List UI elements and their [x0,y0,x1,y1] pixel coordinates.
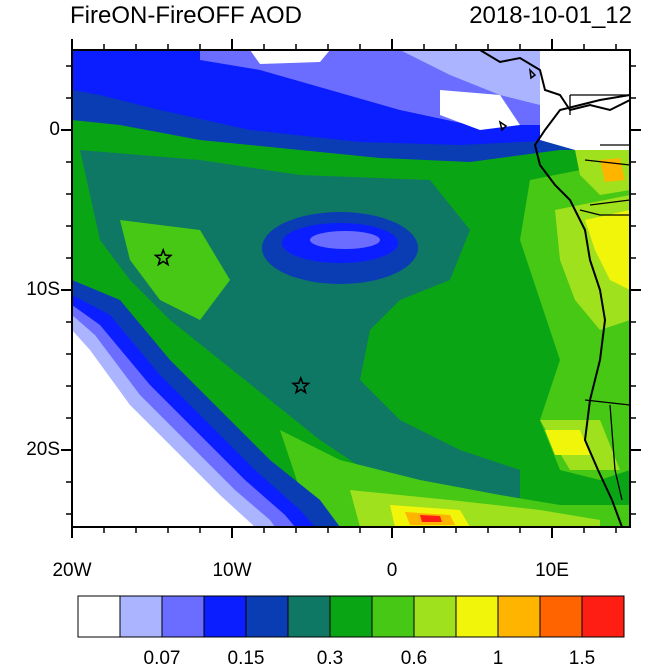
colorbar-swatch [371,595,415,638]
star-markers [153,247,311,395]
colorbar-swatch [329,595,373,638]
lat-label: 20S [26,439,60,460]
lon-label: 0 [386,560,398,581]
axis-ticks [61,39,641,538]
colorbar-swatch [287,595,331,638]
colorbar-label: 0.3 [316,648,344,669]
colorbar [77,595,625,638]
colorbar-swatch [77,595,121,638]
colorbar-swatch [119,595,163,638]
lat-label: 0 [49,119,60,140]
colorbar-label: 0.6 [400,648,428,669]
colorbar-swatch [581,595,625,638]
colorbar-swatch [161,595,205,638]
lon-label: 10E [535,560,569,581]
datetime-label: 2018-10-01_12 [469,2,632,29]
colorbar-swatch [245,595,289,638]
colorbar-label: 0.07 [143,648,181,669]
star-marker-1 [153,247,173,267]
plot-title: FireON-FireOFF AOD [70,2,302,29]
coastline [533,94,630,527]
lon-label: 20W [52,560,92,581]
colorbar-label: 1 [492,648,504,669]
lat-label: 10S [26,279,60,300]
lon-label: 10W [212,560,252,581]
plot-frame [71,49,631,528]
star-marker-2 [291,375,311,395]
colorbar-swatch [455,595,499,638]
colorbar-swatch [203,595,247,638]
aod-field [72,50,630,527]
colorbar-swatch [539,595,583,638]
colorbar-swatch [413,595,457,638]
colorbar-label: 0.15 [227,648,265,669]
colorbar-label: 1.5 [568,648,596,669]
colorbar-swatch [497,595,541,638]
